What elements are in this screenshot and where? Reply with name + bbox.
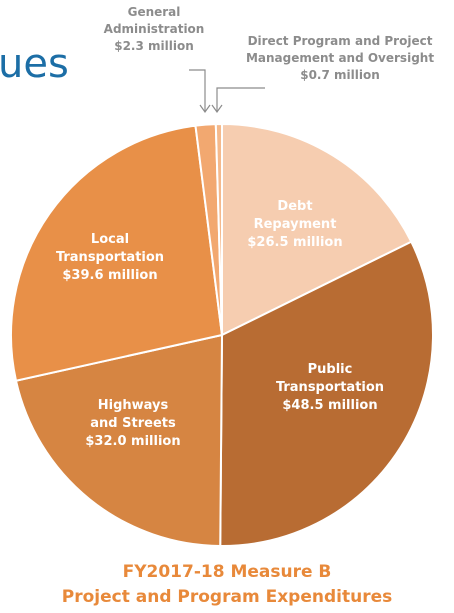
slice-label: Public bbox=[308, 362, 353, 377]
callout-line bbox=[189, 69, 206, 112]
callout-arrow bbox=[199, 104, 211, 114]
callout-line bbox=[216, 87, 265, 112]
slice-label: Debt bbox=[277, 199, 312, 214]
chart-caption-line1: FY2017-18 Measure B bbox=[122, 562, 332, 582]
slice-label: Management and Oversight bbox=[246, 51, 434, 65]
slice-value-label: $26.5 million bbox=[247, 235, 342, 250]
pie-slice bbox=[219, 240, 434, 547]
slice-label: Administration bbox=[104, 22, 205, 36]
slice-value-label: $2.3 million bbox=[114, 39, 194, 53]
chart-caption-line2: Project and Program Expenditures bbox=[61, 587, 393, 607]
pie-slice bbox=[214, 122, 223, 336]
slice-value-label: $48.5 million bbox=[282, 398, 377, 413]
slice-label: General bbox=[128, 5, 181, 19]
slice-value-label: $32.0 million bbox=[85, 434, 180, 449]
pie-slice bbox=[10, 124, 224, 382]
slice-value-label: $39.6 million bbox=[62, 268, 157, 283]
slice-label: Repayment bbox=[254, 217, 337, 232]
pie-slice bbox=[14, 333, 224, 547]
slice-label: Direct Program and Project bbox=[248, 34, 433, 48]
callout-arrow bbox=[211, 104, 223, 114]
slice-label: Highways bbox=[98, 398, 169, 413]
slice-label: Local bbox=[91, 232, 129, 247]
slice-label: Transportation bbox=[56, 250, 164, 265]
pie-slice bbox=[221, 122, 413, 337]
slice-label: and Streets bbox=[90, 416, 176, 431]
heading-fragment: ues bbox=[0, 41, 69, 87]
slice-value-label: $0.7 million bbox=[300, 68, 380, 82]
slice-label: Transportation bbox=[276, 380, 384, 395]
